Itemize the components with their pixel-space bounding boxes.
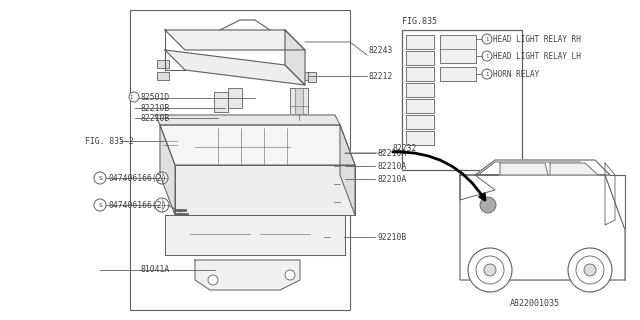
Circle shape — [576, 256, 604, 284]
Polygon shape — [475, 160, 610, 175]
Bar — [440, 67, 476, 81]
Bar — [218, 147, 240, 163]
Bar — [157, 60, 169, 68]
Circle shape — [482, 34, 492, 44]
Circle shape — [155, 198, 169, 212]
Polygon shape — [340, 125, 355, 215]
Bar — [406, 115, 434, 129]
Circle shape — [476, 256, 504, 284]
Polygon shape — [165, 30, 305, 50]
Bar — [157, 72, 169, 80]
Bar — [130, 10, 350, 310]
Bar — [300, 72, 310, 80]
Bar — [406, 67, 434, 81]
Bar — [190, 220, 250, 248]
Bar — [406, 99, 434, 113]
Bar — [214, 92, 228, 112]
Polygon shape — [195, 260, 300, 290]
Bar — [340, 160, 350, 172]
Text: 82232: 82232 — [392, 143, 417, 153]
Polygon shape — [165, 215, 345, 255]
Text: HEAD LIGHT RELAY LH: HEAD LIGHT RELAY LH — [493, 52, 581, 60]
Bar — [264, 147, 286, 163]
Polygon shape — [160, 125, 355, 165]
Text: A822001035: A822001035 — [510, 299, 560, 308]
Text: 82210A: 82210A — [377, 162, 406, 171]
Circle shape — [208, 275, 218, 285]
Circle shape — [285, 270, 295, 280]
Polygon shape — [550, 163, 598, 175]
Bar — [218, 130, 240, 146]
Text: S: S — [98, 203, 102, 207]
Bar — [228, 88, 242, 108]
Polygon shape — [460, 175, 495, 200]
Text: 82210B: 82210B — [140, 114, 169, 123]
Text: 81041A: 81041A — [140, 266, 169, 275]
Bar — [406, 51, 434, 65]
Text: 82243: 82243 — [368, 45, 392, 54]
Circle shape — [484, 264, 496, 276]
Bar — [295, 88, 303, 114]
Circle shape — [568, 248, 612, 292]
Circle shape — [480, 197, 496, 213]
Bar — [402, 30, 522, 170]
Circle shape — [94, 199, 106, 211]
Circle shape — [468, 248, 512, 292]
Bar — [440, 35, 476, 63]
Text: 1: 1 — [485, 53, 488, 59]
Text: 82501D: 82501D — [140, 92, 169, 101]
Text: 1: 1 — [485, 36, 488, 42]
Bar — [406, 83, 434, 97]
Bar — [330, 230, 344, 244]
Polygon shape — [175, 165, 355, 215]
Text: FIG.835: FIG.835 — [402, 17, 437, 26]
Bar — [264, 130, 286, 146]
Text: 82210B: 82210B — [140, 103, 169, 113]
Text: HEAD LIGHT RELAY RH: HEAD LIGHT RELAY RH — [493, 35, 581, 44]
Text: 1: 1 — [129, 94, 132, 100]
Polygon shape — [165, 50, 305, 85]
Circle shape — [94, 172, 106, 184]
Circle shape — [482, 51, 492, 61]
Bar — [220, 270, 240, 285]
Polygon shape — [285, 30, 305, 85]
Bar — [340, 196, 350, 208]
Circle shape — [156, 172, 168, 184]
Bar — [163, 130, 177, 152]
Text: 047406166(2): 047406166(2) — [108, 201, 166, 210]
Circle shape — [482, 69, 492, 79]
Polygon shape — [460, 175, 625, 280]
Polygon shape — [155, 115, 340, 125]
Text: 1: 1 — [485, 71, 488, 76]
Bar — [290, 88, 308, 114]
Polygon shape — [160, 125, 175, 215]
Bar — [195, 147, 217, 163]
Text: 82210A: 82210A — [377, 174, 406, 183]
Text: S: S — [98, 175, 102, 180]
Text: 82210A: 82210A — [377, 148, 406, 157]
Text: HORN RELAY: HORN RELAY — [493, 69, 540, 78]
Bar — [255, 270, 275, 285]
Bar — [406, 35, 434, 49]
Bar — [195, 130, 217, 146]
Bar — [340, 178, 350, 190]
Bar — [406, 131, 434, 145]
Bar — [241, 130, 263, 146]
Bar — [241, 147, 263, 163]
Text: 82212: 82212 — [368, 71, 392, 81]
Polygon shape — [500, 163, 548, 175]
Bar — [260, 220, 310, 248]
Text: 047406166(2): 047406166(2) — [108, 173, 166, 182]
Text: FIG. 835-2: FIG. 835-2 — [85, 137, 134, 146]
Bar — [308, 72, 316, 82]
Text: 92210B: 92210B — [377, 233, 406, 242]
Circle shape — [129, 92, 139, 102]
Circle shape — [584, 264, 596, 276]
